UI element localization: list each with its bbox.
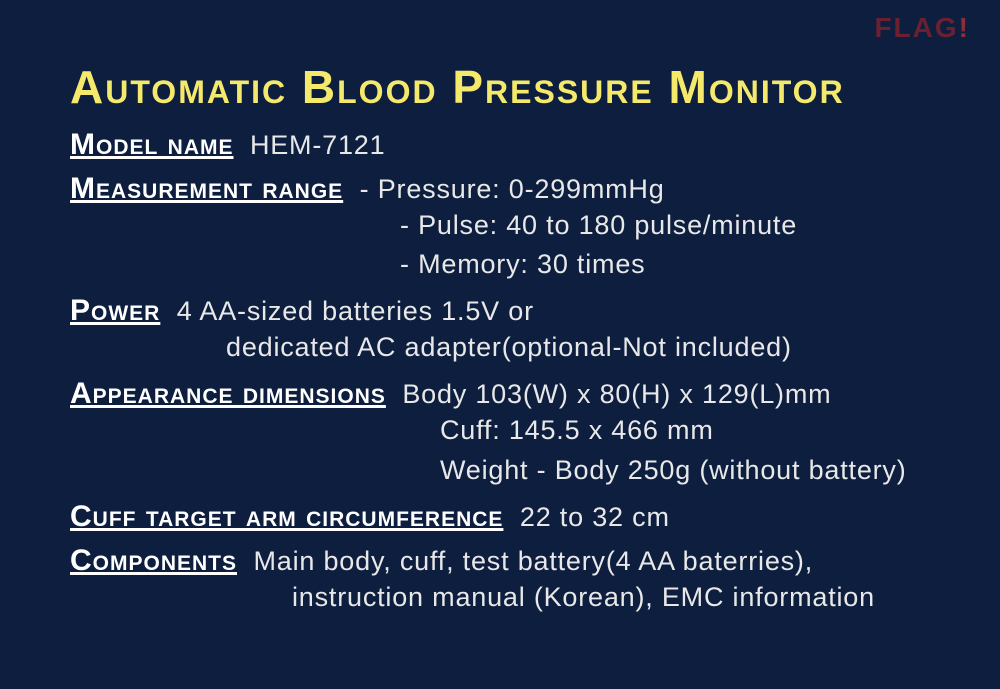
spec-model: Model name HEM-7121 — [70, 128, 950, 162]
watermark-text: FLAG — [874, 12, 958, 43]
spec-cuff: Cuff target arm circumference 22 to 32 c… — [70, 500, 950, 534]
appearance-line1: Body 103(W) x 80(H) x 129(L)mm — [402, 379, 831, 409]
page-title: Automatic Blood Pressure Monitor — [70, 60, 950, 114]
cuff-label: Cuff target arm circumference — [70, 500, 503, 533]
appearance-line2: Cuff: 145.5 x 466 mm — [70, 411, 950, 450]
spec-appearance: Appearance dimensions Body 103(W) x 80(H… — [70, 377, 950, 489]
watermark: FLAG! — [874, 12, 970, 44]
power-line1: 4 AA-sized batteries 1.5V or — [177, 296, 534, 326]
appearance-label: Appearance dimensions — [70, 377, 386, 410]
model-value: HEM-7121 — [250, 130, 385, 160]
power-label: Power — [70, 294, 160, 327]
measurement-line1: - Pressure: 0-299mmHg — [360, 174, 665, 204]
components-line1: Main body, cuff, test battery(4 AA bater… — [253, 546, 813, 576]
measurement-label: Measurement range — [70, 172, 343, 205]
spec-power: Power 4 AA-sized batteries 1.5V or dedic… — [70, 294, 950, 367]
cuff-value: 22 to 32 cm — [520, 502, 670, 532]
model-label: Model name — [70, 128, 234, 161]
watermark-bang: ! — [959, 12, 970, 43]
spec-components: Components Main body, cuff, test battery… — [70, 544, 950, 617]
power-line2: dedicated AC adapter(optional-Not includ… — [70, 328, 950, 367]
measurement-line2: - Pulse: 40 to 180 pulse/minute — [70, 206, 950, 245]
spec-measurement: Measurement range - Pressure: 0-299mmHg … — [70, 172, 950, 284]
measurement-line3: - Memory: 30 times — [70, 245, 950, 284]
components-line2: instruction manual (Korean), EMC informa… — [70, 578, 950, 617]
appearance-line3: Weight - Body 250g (without battery) — [70, 451, 950, 490]
components-label: Components — [70, 544, 237, 577]
